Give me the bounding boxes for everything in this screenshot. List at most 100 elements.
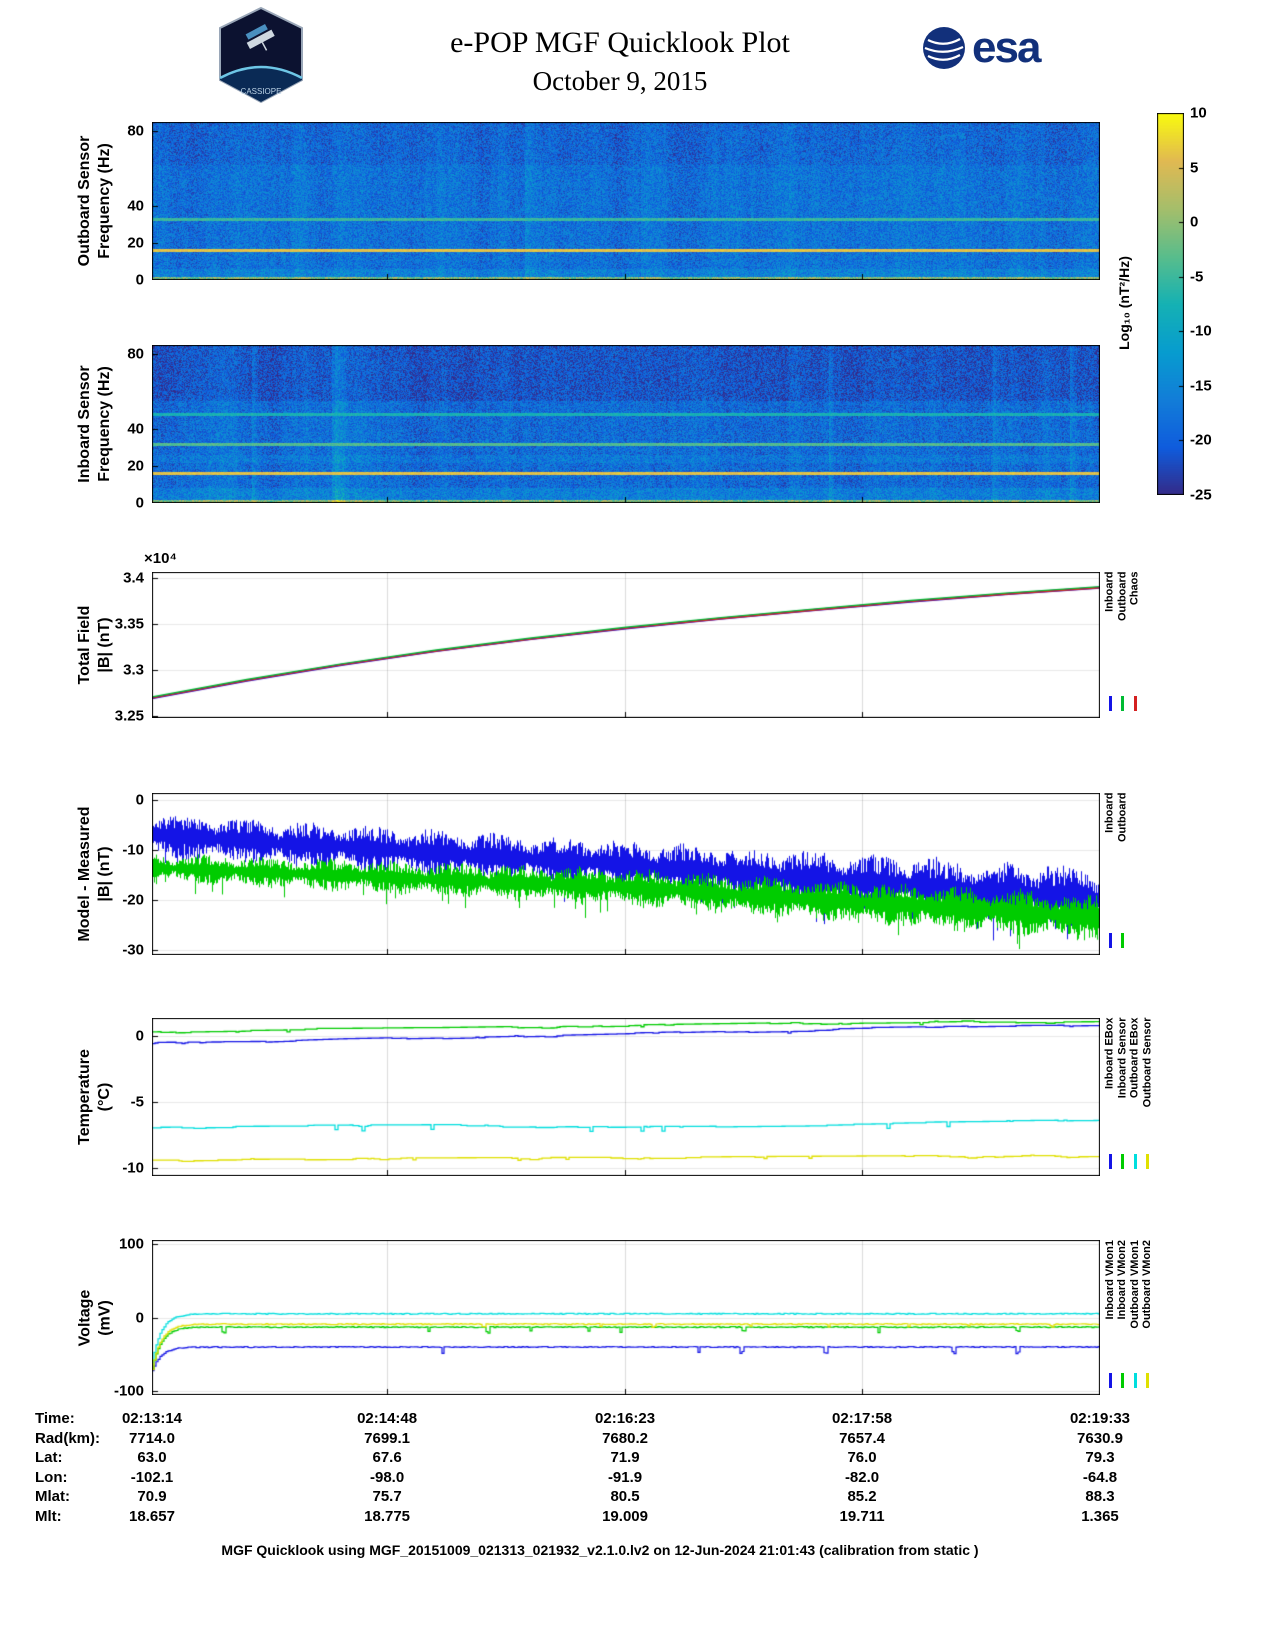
info-cell: 02:19:33 [1069,1410,1131,1427]
info-row-label: Mlt: [35,1507,62,1525]
y-tick-label: 3.3 [123,661,144,679]
y-tick-label: 80 [127,122,144,140]
cassiope-patch-text: CASSIOPE [241,87,282,96]
total-field-canvas [152,572,1100,718]
y-tick-label: 40 [127,420,144,438]
panel-inboard-spectrogram: 0 20 40 80 Inboard Sensor Frequency (Hz) [76,345,1100,512]
y-tick-label: -10 [122,1159,144,1177]
esa-wordmark: esa [972,23,1041,72]
esa-globe-icon [923,27,965,69]
legend-label: Outboard VMon2 [1141,1239,1153,1329]
colorbar-tick-label: 5 [1190,159,1199,177]
legend-swatch [1108,1373,1112,1388]
y-tick-label: 3.35 [114,615,144,633]
y-tick-label: 20 [127,457,144,475]
cassiope-mission-patch: CASSIOPE [216,6,306,109]
y-axis-label: Outboard Sensor Frequency (Hz) [76,135,113,267]
legend-label: Outboard [1116,792,1128,843]
info-cell: 7699.1 [364,1429,411,1447]
info-cell: -82.0 [844,1468,880,1486]
panel-temperature: 0 -5 -10 Temperature (°C) Inboard EBox Inboard… [76,1018,1153,1177]
y-tick-label: 100 [118,1235,144,1253]
colorbar-tick-label: -15 [1190,377,1212,395]
legend-swatch [1121,1373,1124,1388]
info-cell: 76.0 [847,1449,877,1466]
info-cell: -91.9 [607,1468,643,1486]
info-cell: 88.3 [1085,1488,1115,1505]
legend-label: Outboard EBox [1128,1017,1141,1099]
legend-swatch [1108,696,1112,711]
legend-label: Inboard VMon2 [1116,1239,1128,1319]
colorbar-label: Log₁₀ (nT²/Hz) [1116,256,1132,350]
voltage-canvas [152,1240,1100,1395]
legend-swatch [1146,1154,1149,1169]
colorbar-tick-label: 0 [1190,213,1199,231]
colorbar-tick-label: -5 [1190,268,1204,286]
panel-total-field: 3.25 3.3 3.35 3.4 Total Field |B| (nT) ×10⁴ Inb… [76,550,1141,725]
info-cell: 19.009 [602,1507,648,1525]
y-tick-label: 0 [135,1027,144,1045]
info-cell: 7680.2 [602,1429,648,1447]
title-block: e-POP MGF Quicklook Plot October 9, 2015 [270,26,970,97]
y-tick-label: -20 [122,891,144,909]
info-cell: 7630.9 [1077,1429,1123,1447]
y-tick-label: 0 [135,791,144,809]
info-cell: 63.0 [137,1449,167,1466]
info-table: Time: 02:13:14 02:14:48 02:16:23 02:17:58 02:… [0,1410,1275,1535]
outboard-spectrogram-canvas [152,122,1100,280]
info-cell: 75.7 [372,1488,402,1505]
legend-label: Inboard VMon1 [1103,1239,1116,1319]
y-tick-label: 0 [135,494,144,512]
inboard-spectrogram-canvas [152,345,1100,503]
y-tick-label: 0 [135,271,144,289]
y-tick-label: 80 [127,345,144,363]
y-tick-label: 0 [135,1309,144,1326]
footer-note: MGF Quicklook using MGF_20151009_021313_… [221,1542,979,1558]
info-row-label: Rad(km): [35,1429,101,1447]
info-cell: 70.9 [137,1488,167,1505]
colorbar: 10 5 0 -5 -10 -15 -20 -25 [1157,105,1212,504]
colorbar-tick-label: -25 [1190,486,1212,504]
legend-swatch [1146,1373,1149,1388]
info-cell: 18.775 [364,1507,411,1525]
y-axis-label: Total Field |B| (nT) [76,605,113,685]
y-tick-label: 3.4 [123,569,144,587]
info-cell: 02:17:58 [832,1410,893,1427]
info-cell: 02:13:14 [121,1410,183,1427]
info-cell: -64.8 [1082,1468,1118,1486]
y-axis-label: Temperature (°C) [76,1049,113,1145]
info-row-label: Time: [35,1410,75,1427]
temperature-canvas [152,1018,1100,1176]
page-title: e-POP MGF Quicklook Plot [450,26,790,59]
info-cell: 7714.0 [129,1429,175,1447]
model-measured-canvas [152,793,1100,955]
panel-voltage: 100 0 -100 Voltage (mV) Inboard VMon1 Inboard … [76,1235,1153,1400]
legend-swatch [1121,696,1124,711]
legend-label: Inboard [1103,792,1116,833]
y-tick-label: 20 [127,234,144,252]
colorbar-tick-label: 10 [1190,104,1207,122]
info-cell: 7657.4 [839,1429,885,1447]
info-cell: 02:14:48 [357,1410,418,1427]
y-axis-label: Model - Measured |B| (nT) [76,806,113,942]
y-tick-label: -5 [130,1093,144,1111]
info-cell: 19.711 [839,1507,885,1525]
legend-label: Inboard Sensor [1116,1017,1128,1099]
y-tick-label: 40 [127,197,144,215]
legend-label: Inboard EBox [1103,1017,1116,1090]
info-cell: 67.6 [372,1449,402,1466]
info-cell: 1.365 [1081,1507,1119,1525]
y-axis-label: Inboard Sensor Frequency (Hz) [76,365,113,483]
legend-swatch [1108,933,1112,948]
y-tick-label: -10 [122,841,144,859]
legend-swatch [1133,1373,1137,1388]
page-date: October 9, 2015 [532,66,708,96]
panel-model-measured: 0 -10 -20 -30 Model - Measured |B| (nT) Inboar… [76,792,1128,959]
info-row-label: Lon: [35,1468,68,1486]
y-tick-label: 3.25 [114,707,144,725]
panel-outboard-spectrogram: 0 20 40 80 Outboard Sensor Frequency (Hz) [76,122,1100,289]
colorbar-tick-label: -10 [1190,322,1212,340]
info-cell: 71.9 [610,1449,640,1466]
esa-logo: esa [922,23,1041,72]
info-cell: -102.1 [130,1468,174,1486]
